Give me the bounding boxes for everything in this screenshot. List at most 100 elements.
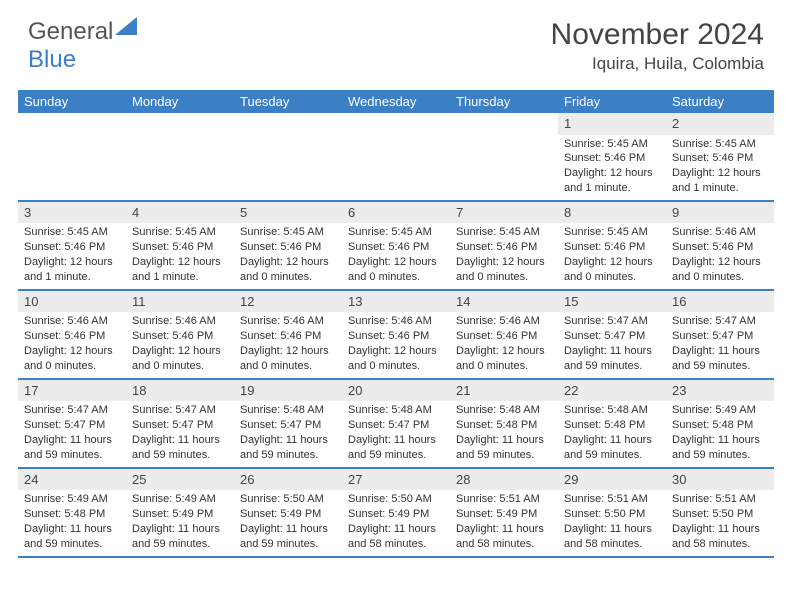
header: General November 2024 Iquira, Huila, Col… [0, 0, 792, 82]
week-row: 10Sunrise: 5:46 AMSunset: 5:46 PMDayligh… [18, 291, 774, 380]
day2-text: and 0 minutes. [348, 270, 444, 285]
day2-text: and 0 minutes. [24, 359, 120, 374]
day-cell: 12Sunrise: 5:46 AMSunset: 5:46 PMDayligh… [234, 291, 342, 378]
sunset-text: Sunset: 5:49 PM [132, 507, 228, 522]
day1-text: Daylight: 11 hours [672, 344, 768, 359]
day1-text: Daylight: 12 hours [132, 255, 228, 270]
sunrise-text: Sunrise: 5:47 AM [24, 403, 120, 418]
day2-text: and 59 minutes. [132, 537, 228, 552]
day2-text: and 58 minutes. [672, 537, 768, 552]
day1-text: Daylight: 12 hours [456, 344, 552, 359]
day2-text: and 0 minutes. [240, 359, 336, 374]
sunset-text: Sunset: 5:47 PM [24, 418, 120, 433]
day-cell: 25Sunrise: 5:49 AMSunset: 5:49 PMDayligh… [126, 469, 234, 556]
weekday-header: Friday [558, 90, 666, 113]
day-number: 3 [18, 202, 126, 224]
day-number: 27 [342, 469, 450, 491]
day1-text: Daylight: 12 hours [672, 255, 768, 270]
logo-line2: Blue [28, 46, 76, 74]
sunset-text: Sunset: 5:46 PM [564, 151, 660, 166]
day2-text: and 0 minutes. [132, 359, 228, 374]
sunrise-text: Sunrise: 5:46 AM [240, 314, 336, 329]
day1-text: Daylight: 12 hours [348, 344, 444, 359]
day-number: 14 [450, 291, 558, 313]
sunrise-text: Sunrise: 5:47 AM [132, 403, 228, 418]
day-cell: 14Sunrise: 5:46 AMSunset: 5:46 PMDayligh… [450, 291, 558, 378]
day-cell: 27Sunrise: 5:50 AMSunset: 5:49 PMDayligh… [342, 469, 450, 556]
sunset-text: Sunset: 5:46 PM [672, 240, 768, 255]
weekday-header: Monday [126, 90, 234, 113]
day2-text: and 0 minutes. [456, 270, 552, 285]
sunset-text: Sunset: 5:48 PM [24, 507, 120, 522]
sunrise-text: Sunrise: 5:50 AM [240, 492, 336, 507]
day-cell: 26Sunrise: 5:50 AMSunset: 5:49 PMDayligh… [234, 469, 342, 556]
day-number: 25 [126, 469, 234, 491]
day-cell: 28Sunrise: 5:51 AMSunset: 5:49 PMDayligh… [450, 469, 558, 556]
day2-text: and 0 minutes. [240, 270, 336, 285]
day2-text: and 59 minutes. [672, 448, 768, 463]
sunset-text: Sunset: 5:46 PM [348, 329, 444, 344]
day2-text: and 59 minutes. [348, 448, 444, 463]
day-cell: 22Sunrise: 5:48 AMSunset: 5:48 PMDayligh… [558, 380, 666, 467]
day1-text: Daylight: 11 hours [348, 433, 444, 448]
day1-text: Daylight: 11 hours [672, 522, 768, 537]
location: Iquira, Huila, Colombia [551, 54, 764, 74]
day1-text: Daylight: 12 hours [564, 255, 660, 270]
sunset-text: Sunset: 5:46 PM [240, 240, 336, 255]
month-title: November 2024 [551, 18, 764, 52]
sunrise-text: Sunrise: 5:46 AM [456, 314, 552, 329]
sunset-text: Sunset: 5:47 PM [564, 329, 660, 344]
day-cell: 17Sunrise: 5:47 AMSunset: 5:47 PMDayligh… [18, 380, 126, 467]
empty-cell: . [18, 113, 126, 200]
day1-text: Daylight: 11 hours [240, 433, 336, 448]
empty-cell: . [234, 113, 342, 200]
day-cell: 24Sunrise: 5:49 AMSunset: 5:48 PMDayligh… [18, 469, 126, 556]
sunrise-text: Sunrise: 5:45 AM [672, 137, 768, 152]
day-cell: 1Sunrise: 5:45 AMSunset: 5:46 PMDaylight… [558, 113, 666, 200]
day-cell: 13Sunrise: 5:46 AMSunset: 5:46 PMDayligh… [342, 291, 450, 378]
sunset-text: Sunset: 5:46 PM [564, 240, 660, 255]
sunrise-text: Sunrise: 5:47 AM [672, 314, 768, 329]
day1-text: Daylight: 11 hours [348, 522, 444, 537]
sunset-text: Sunset: 5:47 PM [132, 418, 228, 433]
day-number: 19 [234, 380, 342, 402]
sunset-text: Sunset: 5:46 PM [348, 240, 444, 255]
day2-text: and 59 minutes. [240, 448, 336, 463]
empty-cell: . [450, 113, 558, 200]
day-cell: 11Sunrise: 5:46 AMSunset: 5:46 PMDayligh… [126, 291, 234, 378]
day-number: 9 [666, 202, 774, 224]
day1-text: Daylight: 11 hours [240, 522, 336, 537]
weeks-container: .....1Sunrise: 5:45 AMSunset: 5:46 PMDay… [18, 113, 774, 558]
sunset-text: Sunset: 5:46 PM [672, 151, 768, 166]
day2-text: and 59 minutes. [672, 359, 768, 374]
day-cell: 4Sunrise: 5:45 AMSunset: 5:46 PMDaylight… [126, 202, 234, 289]
day-number: 12 [234, 291, 342, 313]
sunrise-text: Sunrise: 5:51 AM [672, 492, 768, 507]
day-number: 17 [18, 380, 126, 402]
day-number: 21 [450, 380, 558, 402]
day1-text: Daylight: 12 hours [564, 166, 660, 181]
sunrise-text: Sunrise: 5:46 AM [672, 225, 768, 240]
day-cell: 20Sunrise: 5:48 AMSunset: 5:47 PMDayligh… [342, 380, 450, 467]
sunrise-text: Sunrise: 5:48 AM [564, 403, 660, 418]
sunset-text: Sunset: 5:48 PM [456, 418, 552, 433]
sunrise-text: Sunrise: 5:51 AM [456, 492, 552, 507]
calendar: SundayMondayTuesdayWednesdayThursdayFrid… [18, 90, 774, 558]
day1-text: Daylight: 11 hours [132, 522, 228, 537]
sunrise-text: Sunrise: 5:49 AM [132, 492, 228, 507]
day1-text: Daylight: 12 hours [24, 344, 120, 359]
day-number: 11 [126, 291, 234, 313]
week-row: 24Sunrise: 5:49 AMSunset: 5:48 PMDayligh… [18, 469, 774, 558]
day-cell: 30Sunrise: 5:51 AMSunset: 5:50 PMDayligh… [666, 469, 774, 556]
day-cell: 19Sunrise: 5:48 AMSunset: 5:47 PMDayligh… [234, 380, 342, 467]
day2-text: and 59 minutes. [564, 448, 660, 463]
day1-text: Daylight: 12 hours [348, 255, 444, 270]
day-cell: 2Sunrise: 5:45 AMSunset: 5:46 PMDaylight… [666, 113, 774, 200]
weekday-header: Sunday [18, 90, 126, 113]
sunset-text: Sunset: 5:50 PM [672, 507, 768, 522]
day-number: 8 [558, 202, 666, 224]
day1-text: Daylight: 11 hours [456, 433, 552, 448]
weekday-header: Saturday [666, 90, 774, 113]
sunrise-text: Sunrise: 5:45 AM [24, 225, 120, 240]
day2-text: and 0 minutes. [672, 270, 768, 285]
